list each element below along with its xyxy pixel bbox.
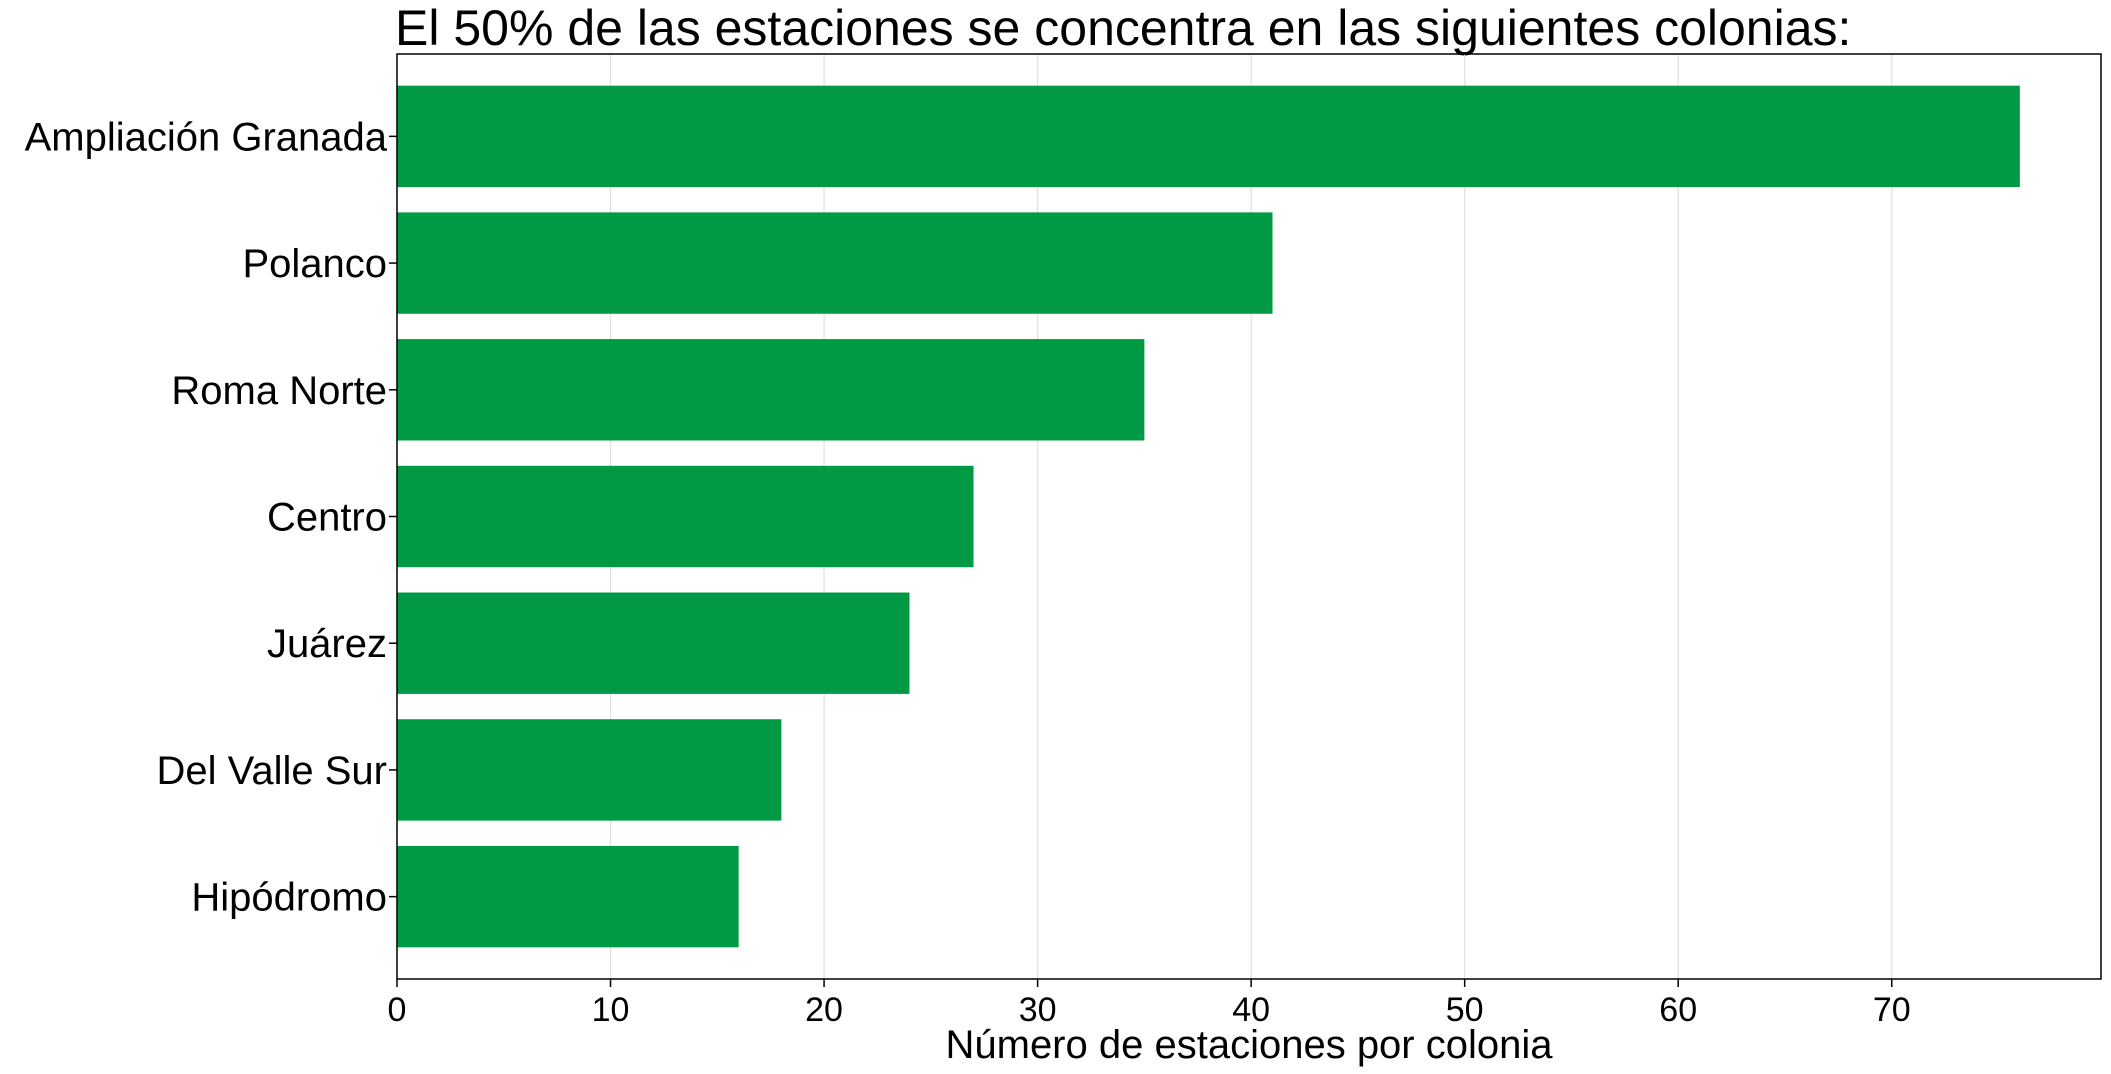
x-tick-label: 60 <box>1659 991 1697 1029</box>
bar <box>397 85 2020 188</box>
bar <box>397 845 739 948</box>
x-tick-label: 70 <box>1873 991 1911 1029</box>
x-tick-label: 40 <box>1232 991 1270 1029</box>
x-tick-label: 0 <box>388 991 407 1029</box>
y-tick-label: Ampliación Granada <box>25 115 388 159</box>
bars <box>397 85 2020 948</box>
x-axis-label: Número de estaciones por colonia <box>945 1023 1553 1067</box>
bar <box>397 719 782 821</box>
y-axis: Ampliación Granada Polanco Roma Norte Centr… <box>25 115 397 920</box>
y-tick-label: Juárez <box>267 622 387 666</box>
bar <box>397 339 1145 441</box>
x-tick-label: 20 <box>805 991 843 1029</box>
y-tick-label: Del Valle Sur <box>157 749 387 793</box>
bar <box>397 592 910 694</box>
y-tick-label: Roma Norte <box>171 369 387 413</box>
x-tick-label: 30 <box>1019 991 1057 1029</box>
bar <box>397 212 1273 314</box>
y-tick-label: Centro <box>267 496 387 540</box>
x-axis: 0 10 20 30 40 50 60 70 <box>388 979 1911 1029</box>
y-tick-label: Polanco <box>242 242 387 286</box>
x-tick-label: 50 <box>1446 991 1484 1029</box>
y-tick-label: Hipódromo <box>191 876 387 920</box>
chart-title: El 50% de las estaciones se concentra en… <box>395 0 1851 56</box>
bar <box>397 465 974 568</box>
x-tick-label: 10 <box>592 991 630 1029</box>
